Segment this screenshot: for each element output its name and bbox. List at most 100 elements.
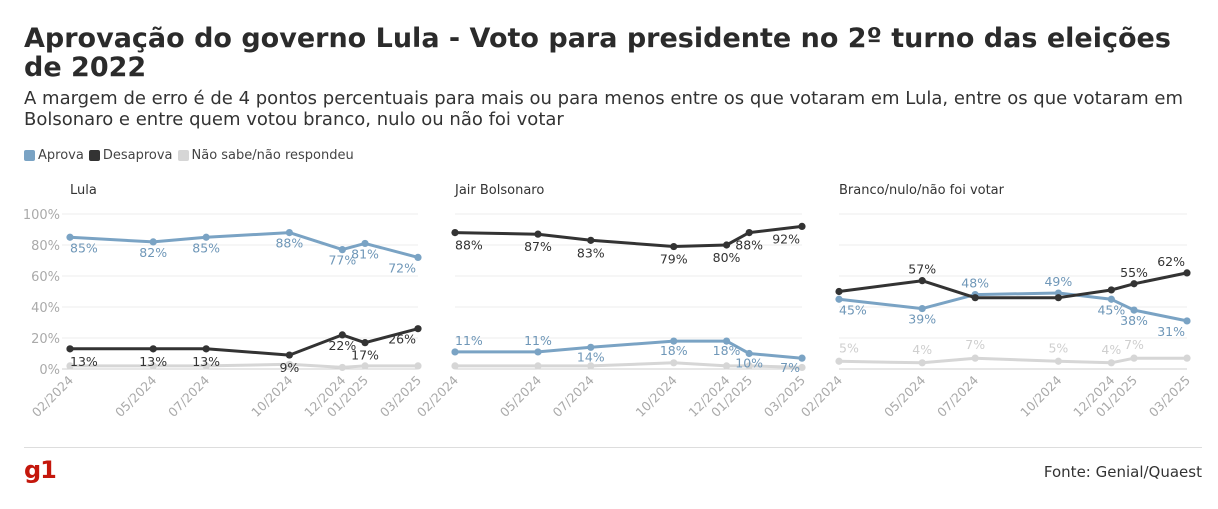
data-point-jair-bolsonaro-desaprova [451, 229, 459, 237]
data-point-lula-desaprova [149, 345, 157, 353]
data-point-jair-bolsonaro-nao-sabe-nao-respondeu [722, 362, 731, 370]
data-point-lula-aprova [202, 233, 210, 241]
data-point-branco-nulo-nao-foi-votar-desaprova [971, 294, 979, 302]
x-tick-label: 10/2024 [633, 372, 680, 419]
chart-subtitle: A margem de erro é de 4 pontos percentua… [24, 88, 1183, 130]
data-point-lula-nao-sabe-nao-respondeu [414, 362, 422, 370]
data-point-branco-nulo-nao-foi-votar-nao-sabe-nao-respondeu [835, 357, 843, 365]
data-label-branco-nulo-nao-foi-votar-nao-sabe-nao-respondeu: 7% [965, 337, 985, 352]
data-point-jair-bolsonaro-nao-sabe-nao-respondeu [587, 362, 595, 370]
data-point-lula-aprova [414, 253, 422, 261]
x-tick-label: 02/2024 [29, 372, 76, 419]
x-tick-label: 03/2025 [1146, 373, 1193, 420]
y-tick-label: 0% [39, 363, 60, 378]
data-point-lula-nao-sabe-nao-respondeu [285, 360, 293, 368]
data-label-jair-bolsonaro-desaprova: 83% [577, 245, 605, 260]
y-tick-label: 60% [31, 270, 60, 285]
data-label-branco-nulo-nao-foi-votar-aprova: 45% [839, 302, 867, 317]
data-point-branco-nulo-nao-foi-votar-aprova [918, 304, 926, 313]
data-point-lula-desaprova [202, 345, 210, 353]
data-point-lula-nao-sabe-nao-respondeu [338, 363, 346, 372]
data-point-jair-bolsonaro-desaprova [722, 241, 731, 249]
data-label-lula-desaprova: 13% [192, 354, 220, 369]
data-point-branco-nulo-nao-foi-votar-desaprova [835, 287, 843, 296]
data-label-jair-bolsonaro-aprova: 7% [780, 360, 800, 375]
legend-label-desaprova: Desaprova [102, 148, 173, 163]
chart-title: Aprovação do governo Lula - Voto para pr… [24, 23, 1171, 83]
data-label-jair-bolsonaro-desaprova: 79% [660, 252, 688, 267]
legend-label-aprova: Aprova [38, 148, 84, 163]
data-point-branco-nulo-nao-foi-votar-desaprova [1183, 269, 1191, 277]
y-tick-label: 40% [31, 301, 60, 316]
data-label-branco-nulo-nao-foi-votar-aprova: 49% [1044, 274, 1072, 289]
x-tick-label: 02/2024 [414, 372, 461, 419]
data-label-branco-nulo-nao-foi-votar-nao-sabe-nao-respondeu: 7% [1124, 337, 1144, 352]
data-point-jair-bolsonaro-nao-sabe-nao-respondeu [670, 359, 678, 367]
data-label-lula-aprova: 81% [351, 246, 379, 261]
data-label-lula-aprova: 82% [139, 245, 167, 260]
footer-divider [24, 447, 1202, 448]
data-label-jair-bolsonaro-desaprova: 88% [455, 238, 483, 253]
data-point-lula-nao-sabe-nao-respondeu [66, 362, 74, 370]
data-point-jair-bolsonaro-nao-sabe-nao-respondeu [451, 362, 459, 370]
legend-label-nao-sabe: Não sabe/não respondeu [191, 148, 354, 163]
data-point-branco-nulo-nao-foi-votar-aprova [1107, 295, 1115, 303]
data-label-branco-nulo-nao-foi-votar-nao-sabe-nao-respondeu: 5% [839, 340, 859, 355]
data-label-lula-aprova: 85% [192, 240, 220, 255]
data-label-branco-nulo-nao-foi-votar-desaprova: 55% [1120, 265, 1148, 280]
data-point-lula-aprova [149, 238, 157, 246]
data-label-lula-desaprova: 17% [351, 348, 379, 363]
y-tick-label: 20% [31, 332, 60, 347]
x-tick-label: 07/2024 [934, 372, 981, 419]
y-tick-label: 100% [23, 208, 60, 223]
data-label-jair-bolsonaro-aprova: 11% [455, 333, 483, 348]
legend-swatch-desaprova [88, 150, 100, 161]
x-tick-label: 07/2024 [550, 372, 597, 419]
data-label-jair-bolsonaro-aprova: 14% [577, 349, 605, 364]
data-label-jair-bolsonaro-desaprova: 80% [713, 250, 741, 265]
data-label-lula-aprova: 85% [70, 240, 98, 255]
data-point-jair-bolsonaro-desaprova [587, 236, 595, 244]
data-label-branco-nulo-nao-foi-votar-nao-sabe-nao-respondeu: 4% [912, 342, 932, 357]
data-point-jair-bolsonaro-nao-sabe-nao-respondeu [798, 363, 806, 372]
legend-item-aprova: Aprova [24, 148, 84, 163]
data-point-jair-bolsonaro-aprova [670, 337, 678, 345]
data-label-jair-bolsonaro-aprova: 18% [713, 343, 741, 358]
data-point-branco-nulo-nao-foi-votar-desaprova [1107, 286, 1115, 294]
data-label-jair-bolsonaro-desaprova: 92% [772, 231, 800, 246]
data-label-branco-nulo-nao-foi-votar-aprova: 38% [1120, 313, 1148, 328]
data-label-branco-nulo-nao-foi-votar-nao-sabe-nao-respondeu: 5% [1048, 340, 1068, 355]
panel-title-jair-bolsonaro: Jair Bolsonaro [454, 183, 544, 198]
data-point-jair-bolsonaro-nao-sabe-nao-respondeu [745, 362, 753, 370]
x-tick-label: 10/2024 [1017, 372, 1064, 419]
data-point-lula-desaprova [361, 339, 369, 347]
data-point-jair-bolsonaro-aprova [745, 349, 753, 358]
data-point-lula-nao-sabe-nao-respondeu [149, 362, 157, 370]
data-label-jair-bolsonaro-desaprova: 88% [735, 238, 763, 253]
data-point-jair-bolsonaro-nao-sabe-nao-respondeu [534, 362, 542, 370]
data-label-branco-nulo-nao-foi-votar-nao-sabe-nao-respondeu: 4% [1101, 342, 1121, 357]
data-point-branco-nulo-nao-foi-votar-aprova [1130, 306, 1138, 314]
data-label-branco-nulo-nao-foi-votar-desaprova: 57% [908, 262, 936, 277]
data-point-jair-bolsonaro-desaprova [798, 222, 806, 230]
data-point-lula-desaprova [338, 331, 346, 339]
data-point-branco-nulo-nao-foi-votar-desaprova [1130, 280, 1138, 288]
legend-item-desaprova: Desaprova [88, 148, 173, 163]
data-point-branco-nulo-nao-foi-votar-desaprova [918, 277, 926, 285]
data-label-lula-aprova: 72% [388, 260, 416, 275]
data-point-lula-aprova [66, 233, 74, 241]
source-note: Fonte: Genial/Quaest [1043, 463, 1202, 481]
data-point-jair-bolsonaro-aprova [451, 348, 459, 356]
data-point-lula-aprova [285, 229, 293, 237]
legend: Aprova Desaprova Não sabe/não respondeu [24, 148, 359, 163]
data-point-branco-nulo-nao-foi-votar-nao-sabe-nao-respondeu [1183, 354, 1191, 362]
data-label-lula-desaprova: 26% [388, 332, 416, 347]
x-tick-label: 07/2024 [165, 372, 212, 419]
data-label-branco-nulo-nao-foi-votar-desaprova: 62% [1157, 254, 1185, 269]
data-label-lula-desaprova: 9% [279, 360, 299, 375]
legend-swatch-nao-sabe [177, 150, 189, 161]
g1-logo: g1 [24, 456, 57, 484]
data-label-lula-desaprova: 13% [139, 354, 167, 369]
data-point-lula-aprova [361, 239, 369, 248]
